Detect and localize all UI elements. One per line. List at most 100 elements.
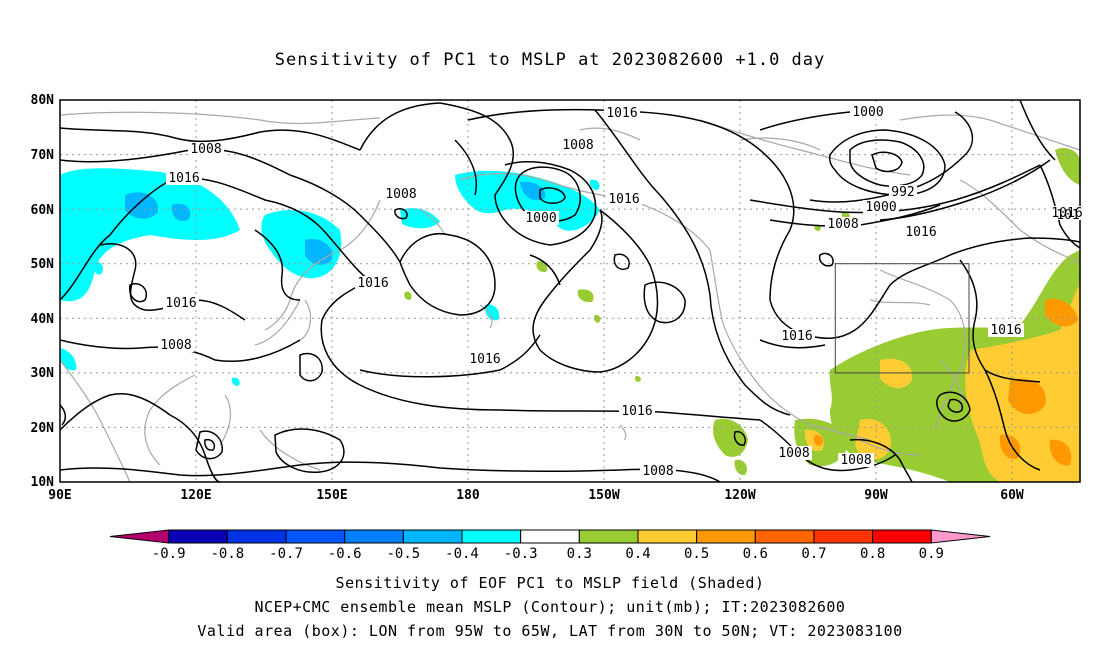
colorbar-segment [754,529,815,544]
lon-tick-label: 90W [864,488,888,503]
contour-label-bg [850,105,886,119]
colorbar-segment [344,529,404,544]
contour-label: 992 [891,185,914,200]
contour-label: 1016 [905,225,936,240]
colorbar-tick-label: 0.9 [919,546,944,562]
contour-label-bg [825,217,861,231]
contour-label-bg [863,200,899,214]
mslp-contours [60,100,1080,482]
contour-label: 1008 [827,217,858,232]
contour-label-bg [383,187,419,201]
colorbar-tick-label: 0.6 [743,546,768,562]
lat-tick-label: 70N [31,148,55,163]
contour-label: 1008 [160,338,191,353]
contour-label: 1016 [606,106,637,121]
colorbar-tick-label: -0.4 [445,546,479,562]
contour-label: 1016 [469,352,500,367]
lon-tick-label: 90E [48,488,71,503]
colorbar-segment [226,529,287,544]
lat-tick-label: 40N [31,312,55,327]
lon-tick-label: 120E [180,488,211,503]
contour-label-bg [619,404,655,418]
contour-label: 1016 [357,276,388,291]
contour-label-bg [166,171,202,185]
contour-label: 1016 [621,404,652,419]
colorbar-tick-label: -0.3 [504,546,538,562]
contour-label-bg [776,446,812,460]
colorbar-segment [872,529,932,544]
colorbar-segment [813,529,874,544]
colorbar-tick-label: -0.9 [152,546,186,562]
colorbar-segment [520,529,580,544]
colorbar-tick-label: -0.5 [386,546,420,562]
lon-tick-label: 120W [724,488,755,503]
colorbar-segment [402,529,463,544]
contour-label: 1016 [165,296,196,311]
contour-label: 1016 [608,192,639,207]
contour-label-bg [903,225,939,239]
contour-label: 1008 [642,464,673,479]
contour-label: 1008 [562,138,593,153]
colorbar-segment [696,529,756,544]
contour-label-bg [355,276,391,290]
contour-label-bg [838,453,874,467]
colorbar-tick-label: 0.4 [625,546,650,562]
colorbar-tick-label: -0.7 [269,546,303,562]
lon-tick-label: 60W [1000,488,1024,503]
colorbar-tick-label: -0.8 [211,546,245,562]
colorbar-segment [285,529,346,544]
contour-label: 1008 [385,187,416,202]
contour-label-bg [889,185,917,199]
contour-label-bg [606,192,642,206]
colorbar-low-arrow [109,529,170,544]
contour-label: 1016 [168,171,199,186]
caption-valid-area: Valid area (box): LON from 95W to 65W, L… [197,622,903,640]
colorbar-high-arrow [930,529,991,544]
contour-label: 1008 [778,446,809,461]
lat-tick-label: 80N [31,93,55,108]
map-title: Sensitivity of PC1 to MSLP at 2023082600… [274,50,826,70]
coastlines [60,111,1080,482]
colorbar: -0.9 -0.8 -0.7 -0.6 -0.5 -0.4 -0.3 0.3 0.4 0.5 0.6… [109,529,991,562]
colorbar-segment [168,529,228,544]
colorbar-tick-label: 0.7 [801,546,826,562]
valid-area-box [834,263,970,374]
caption-contour: NCEP+CMC ensemble mean MSLP (Contour); u… [254,598,846,616]
contour-label-bg [163,296,199,310]
lon-tick-label: 180 [456,488,480,503]
lat-tick-label: 30N [31,366,55,381]
contour-label: 1000 [525,211,556,226]
contour-label-edge: 101 [1056,208,1079,223]
colorbar-tick-label: -0.6 [328,546,362,562]
lon-tick-label: 150E [316,488,347,503]
contour-label-bg [188,142,224,156]
lat-tick-label: 50N [31,257,55,272]
contour-label-bg [467,352,503,366]
contour-label-bg [604,106,640,120]
contour-label: 1008 [190,142,221,157]
lon-tick-label: 150W [588,488,619,503]
colorbar-segment [461,529,522,544]
contour-label-bg [779,329,815,343]
contour-label-bg [1049,206,1085,220]
lat-tick-label: 60N [31,203,55,218]
contour-label: 1000 [852,105,883,120]
contour-label-bg [523,211,559,225]
contour-label: 1016 [781,329,812,344]
contour-label-bg [988,323,1024,337]
lat-tick-label: 10N [31,475,55,490]
contour-label: 1008 [840,453,871,468]
caption-shading: Sensitivity of EOF PC1 to MSLP field (Sh… [335,574,765,592]
contour-label: 1000 [865,200,896,215]
colorbar-segment [578,529,639,544]
positive-sensitivity-shading [404,148,1080,482]
colorbar-tick-label: 0.8 [860,546,885,562]
contour-label: 1016 [990,323,1021,338]
contour-label-bg [560,138,596,152]
colorbar-tick-label: 0.3 [567,546,592,562]
map-frame [59,99,1081,483]
contour-label-bg [640,464,676,478]
